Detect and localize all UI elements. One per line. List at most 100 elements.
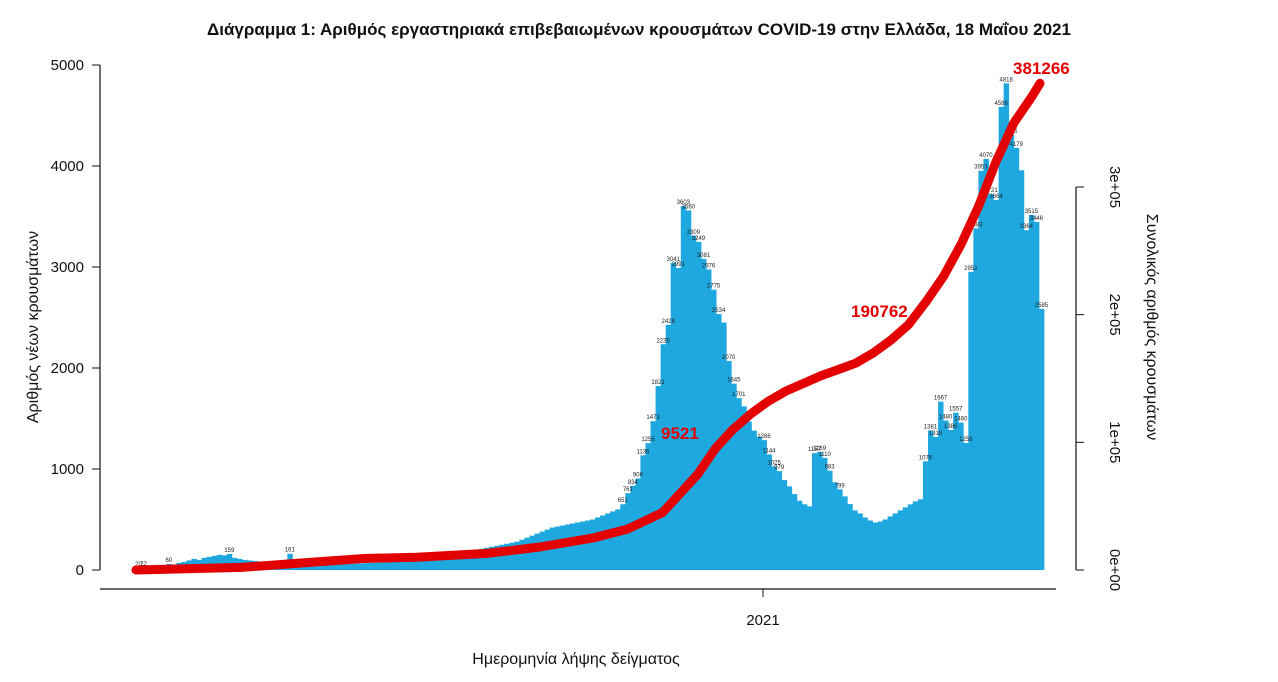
- y2-tick-label: 0e+00: [1106, 549, 1123, 591]
- bar-value-label: 1480: [939, 415, 953, 421]
- y-tick-label: 5000: [51, 57, 84, 74]
- bar: [655, 386, 662, 570]
- bar-value-label: 1381: [924, 425, 938, 431]
- bar: [847, 504, 853, 570]
- bar-value-label: 4586: [994, 101, 1008, 107]
- bar: [726, 360, 732, 570]
- bar: [892, 513, 899, 570]
- annotation-9521: 9521: [661, 424, 699, 443]
- bar: [822, 457, 828, 570]
- bar-value-label: 834: [628, 480, 639, 486]
- bar: [499, 544, 505, 570]
- bar: [569, 523, 576, 570]
- bar: [458, 552, 465, 570]
- bar-value-label: 2991: [672, 262, 686, 268]
- bar-value-label: 1076: [919, 455, 933, 461]
- bar: [897, 510, 904, 570]
- bar-value-label: 1821: [651, 380, 665, 386]
- bar: [922, 461, 929, 570]
- bar: [827, 470, 833, 570]
- bar: [418, 558, 424, 570]
- bar-value-label: 2428: [662, 319, 676, 325]
- bar: [907, 504, 914, 570]
- left-axis-ticks: 0 1000 2000 3000 4000 5000: [51, 57, 100, 579]
- bar: [695, 241, 702, 570]
- bar: [519, 539, 525, 570]
- bar: [337, 563, 344, 570]
- bar: [1023, 230, 1030, 570]
- bar: [413, 559, 419, 570]
- bar: [559, 525, 566, 570]
- bar: [660, 344, 667, 570]
- y2-axis-title: Συνολικός αριθμός κρουσμάτων: [1143, 214, 1160, 440]
- bar: [781, 480, 788, 570]
- bar: [600, 515, 606, 570]
- bar: [791, 494, 798, 570]
- bar: [736, 398, 742, 570]
- bar: [670, 262, 677, 570]
- bar-value-label: 2952: [964, 266, 978, 272]
- bar: [574, 522, 581, 570]
- bar: [453, 553, 460, 570]
- bar: [479, 548, 485, 570]
- bar: [877, 521, 883, 570]
- bar-value-label: 983: [825, 465, 836, 471]
- y2-tick-label: 3e+05: [1106, 166, 1123, 208]
- bar-value-label: 3515: [1025, 209, 1039, 215]
- bar: [408, 559, 414, 570]
- bar: [852, 510, 858, 570]
- bar: [988, 194, 994, 570]
- bar-value-label: 1460: [954, 417, 968, 423]
- y-tick-label: 0: [76, 562, 84, 579]
- bar: [917, 499, 924, 570]
- bar-value-label: 3383: [969, 222, 983, 228]
- cumulative-line-group: [131, 78, 1045, 575]
- bar-value-label: 906: [633, 472, 644, 478]
- bar: [443, 555, 450, 570]
- bar-value-label: 60: [165, 558, 172, 564]
- bar: [524, 537, 530, 570]
- bar: [958, 422, 964, 570]
- bar: [216, 554, 223, 570]
- bar: [640, 455, 646, 570]
- bar: [357, 563, 364, 570]
- y2-tick-label: 2e+05: [1106, 294, 1123, 336]
- bar: [963, 442, 969, 570]
- bar: [776, 471, 783, 570]
- bar: [796, 500, 803, 570]
- bar: [882, 519, 889, 570]
- bar-value-label: 161: [285, 548, 296, 554]
- bar: [1038, 308, 1045, 570]
- bar: [817, 451, 823, 570]
- bar-value-label: 761: [623, 487, 634, 493]
- bar: [342, 564, 349, 570]
- bar: [685, 210, 692, 570]
- bar: [398, 560, 404, 570]
- bar-value-label: 1473: [646, 415, 660, 421]
- bar-value-label: 2235: [656, 338, 670, 344]
- bar: [948, 430, 954, 570]
- bar-value-label: 1701: [732, 392, 746, 398]
- bar-value-label: 3721: [984, 188, 998, 194]
- bar: [605, 513, 611, 570]
- bar: [842, 496, 848, 570]
- bar: [832, 482, 838, 570]
- bar: [564, 524, 571, 570]
- bar: [665, 324, 672, 570]
- bar: [771, 466, 778, 570]
- bar: [327, 563, 334, 570]
- bar: [1008, 134, 1015, 571]
- y-tick-label: 3000: [51, 259, 84, 276]
- y2-tick-label: 1e+05: [1106, 421, 1123, 463]
- bar-value-label: 3041: [667, 257, 681, 263]
- bar: [872, 522, 878, 570]
- bar: [403, 560, 409, 570]
- annotation-190762: 190762: [851, 302, 908, 321]
- bar: [393, 561, 399, 570]
- bar: [489, 546, 495, 570]
- bar-value-label: 3446: [1030, 216, 1044, 222]
- bar-value-label: 1845: [727, 378, 741, 384]
- bar: [438, 556, 445, 570]
- bar: [690, 235, 697, 570]
- bar: [1003, 83, 1010, 570]
